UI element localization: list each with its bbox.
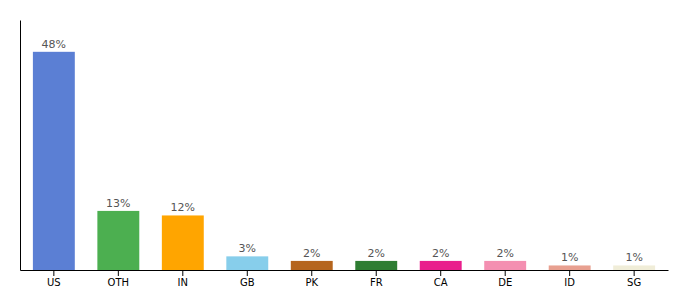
x-tick-label: ID [564,277,575,288]
x-tick-label: GB [240,277,255,288]
x-tick: SG [627,270,641,288]
x-tick-label: OTH [108,277,130,288]
chart-container: US OTH IN GB PK FR CA DE ID SG 48% 13% 12% 3% 2% 2% 2% 2%… [0,0,680,300]
x-tick-mark [569,270,570,276]
x-axis: US OTH IN GB PK FR CA DE ID SG [21,270,669,288]
x-tick-label: FR [370,277,383,288]
x-tick-mark [311,270,312,276]
x-tick: GB [240,270,255,288]
data-label: 12% [171,201,195,214]
x-tick-mark [53,270,54,276]
data-labels: 48% 13% 12% 3% 2% 2% 2% 2% 1% 1% [42,38,643,265]
data-label: 1% [561,251,578,264]
x-tick-mark [182,270,183,276]
x-tick: IN [178,270,188,288]
data-label: 1% [625,251,642,264]
x-tick-label: IN [178,277,188,288]
x-tick-label: US [47,277,61,288]
x-tick: PK [305,270,318,288]
x-tick: CA [434,270,448,288]
data-label: 2% [432,247,449,260]
bar [97,211,139,270]
x-axis-line [21,270,669,271]
bar [162,215,204,270]
bar [613,265,655,270]
x-tick-mark [118,270,119,276]
x-tick-mark [376,270,377,276]
x-tick: FR [370,270,383,288]
bar [484,261,526,270]
data-label: 2% [303,247,320,260]
x-tick-mark [505,270,506,276]
y-axis [20,21,21,271]
x-tick-mark [247,270,248,276]
y-axis-line [20,21,21,271]
chart-svg: US OTH IN GB PK FR CA DE ID SG 48% 13% 12% 3% 2% 2% 2% 2%… [0,0,680,300]
data-label: 2% [496,247,513,260]
bar [420,261,462,270]
x-tick-label: DE [498,277,512,288]
x-tick-label: SG [627,277,641,288]
x-tick: US [47,270,61,288]
bar [549,265,591,270]
data-label: 13% [106,197,130,210]
plot: US OTH IN GB PK FR CA DE ID SG 48% 13% 12% 3% 2% 2% 2% 2%… [21,21,669,289]
data-label: 3% [239,242,256,255]
x-tick: OTH [108,270,130,288]
x-tick-mark [440,270,441,276]
bar [33,52,75,270]
bar [291,261,333,270]
bar [226,256,268,270]
bars [33,52,655,270]
x-tick: ID [564,270,575,288]
data-label: 2% [368,247,385,260]
x-tick-label: PK [305,277,318,288]
data-label: 48% [42,38,66,51]
x-tick-mark [634,270,635,276]
x-tick-label: CA [434,277,448,288]
bar [355,261,397,270]
x-tick: DE [498,270,512,288]
